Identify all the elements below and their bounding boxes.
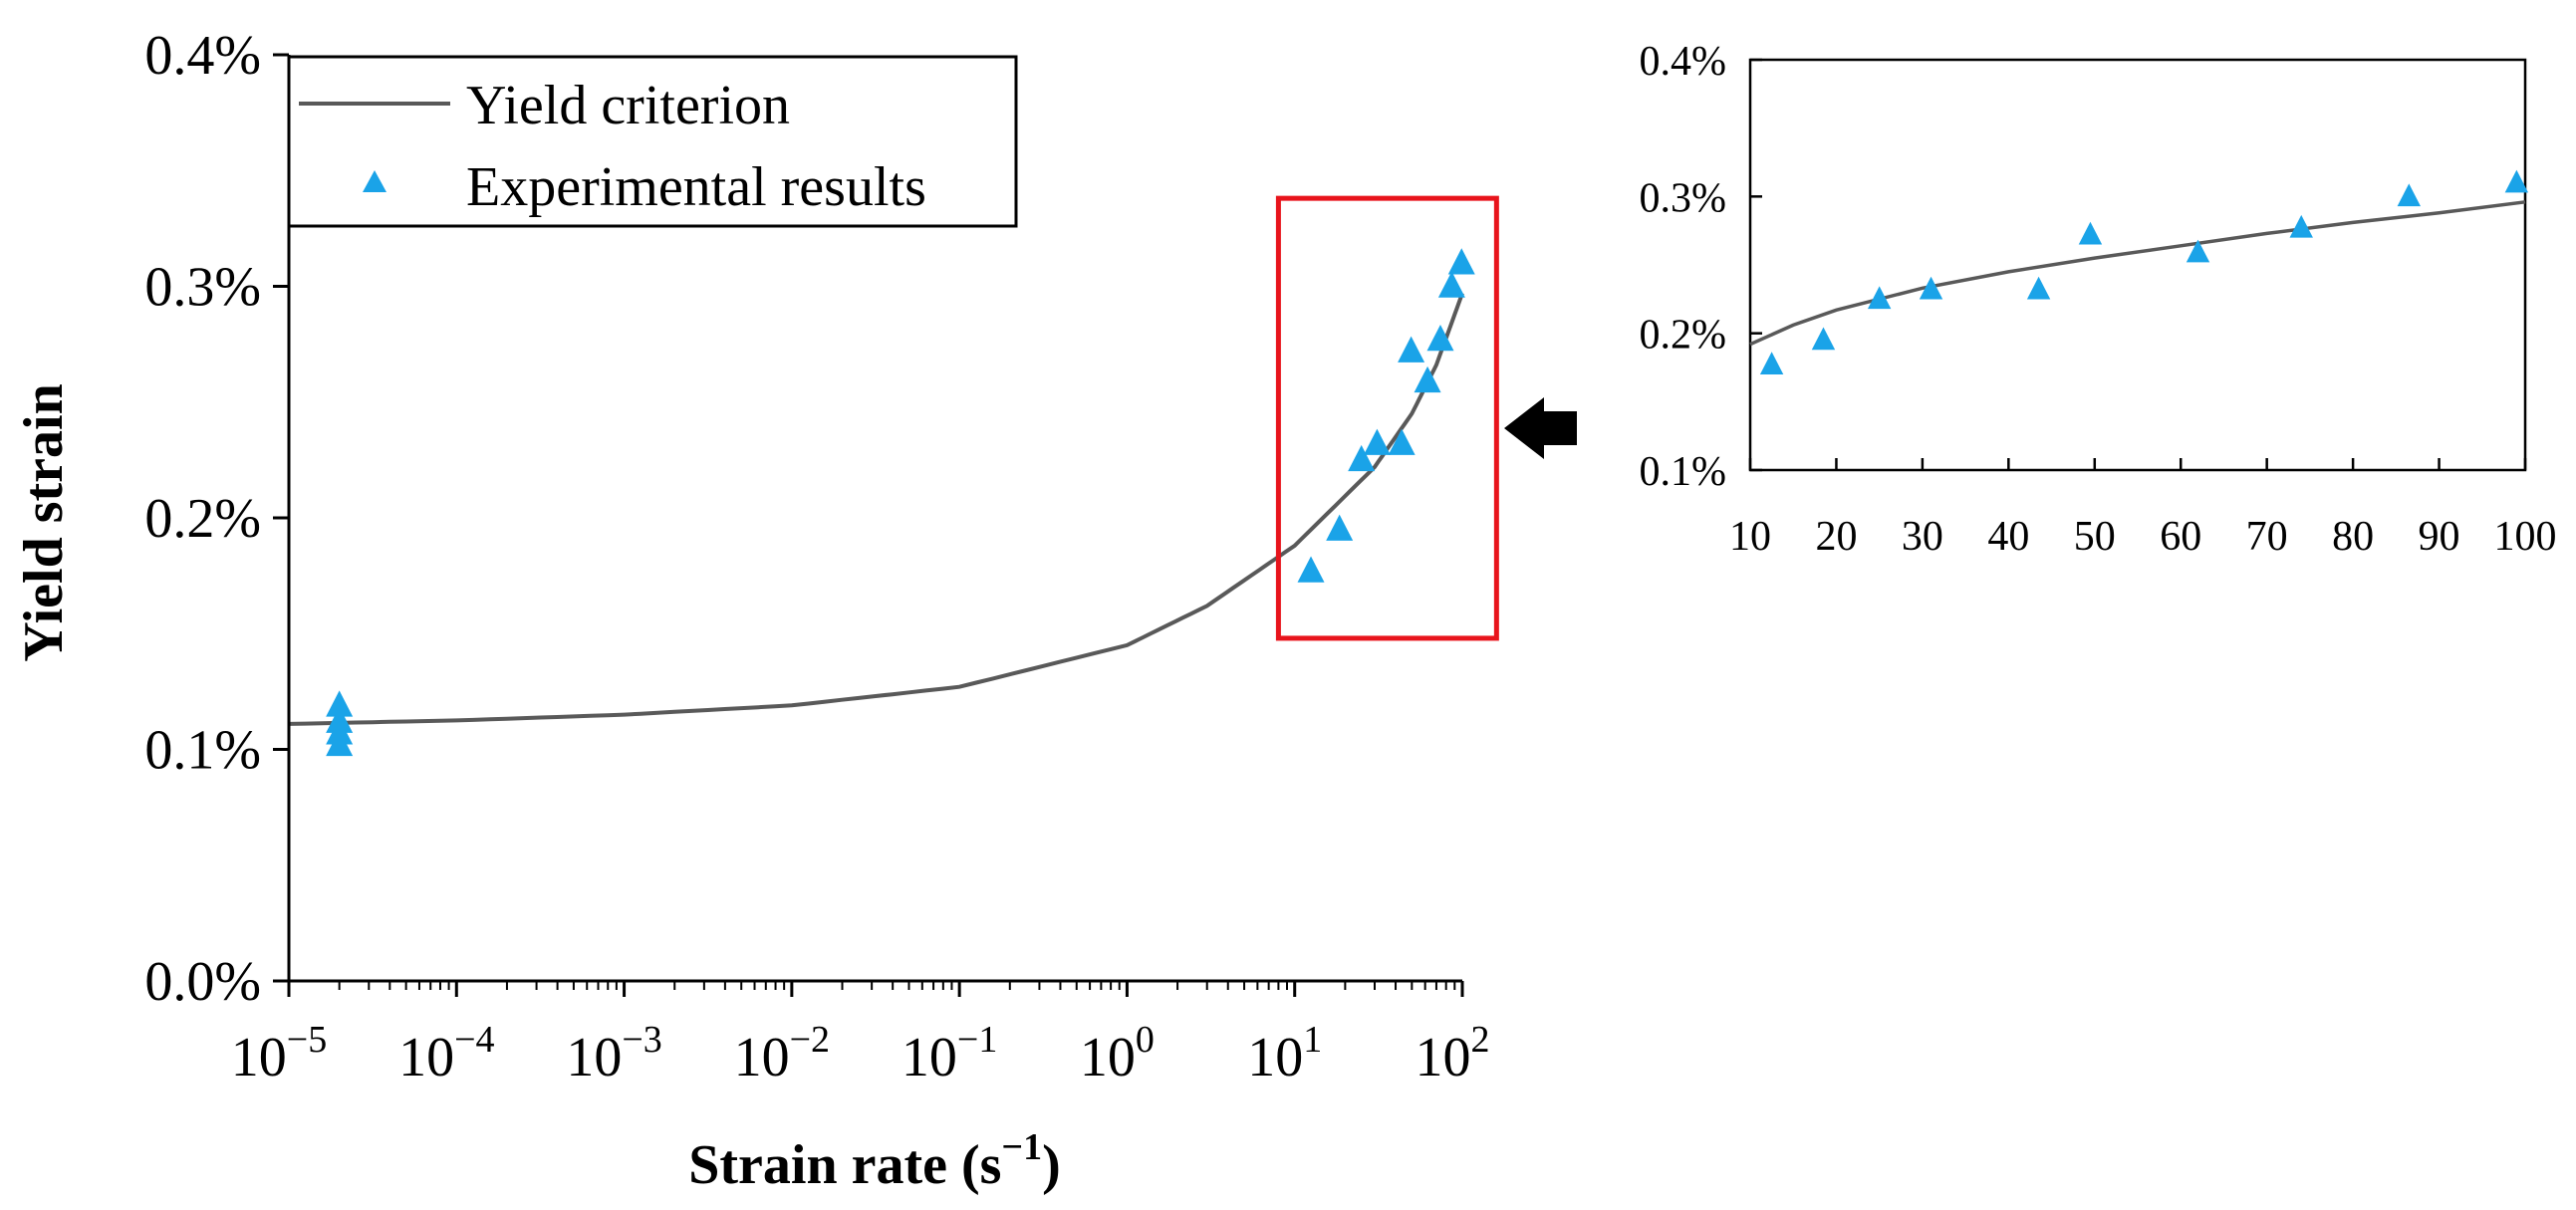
- main-xtick-label: 10−1: [902, 1019, 997, 1089]
- main-chart: 0.0%0.1%0.2%0.3%0.4% 10−5 10−4 10−3 10−2 10−…: [13, 25, 1499, 1196]
- inset-xtick-label: 10: [1729, 514, 1771, 560]
- main-xtick-labels: 10−5 10−4 10−3 10−2 10−1 100 101 102: [231, 1019, 1490, 1089]
- main-data-point: [1326, 514, 1354, 541]
- inset-xtick-label: 80: [2332, 514, 2374, 560]
- main-data-point: [1437, 271, 1465, 298]
- main-data-point: [1297, 556, 1325, 583]
- main-yield-criterion-curve: [288, 292, 1464, 726]
- inset-data-point: [2186, 239, 2210, 263]
- legend-box: [287, 55, 1018, 228]
- main-marker-layer: [326, 248, 1475, 757]
- inset-curve-layer: [1749, 200, 2526, 347]
- main-data-point: [326, 706, 354, 733]
- legend-item-yield-criterion: Yield criterion: [466, 75, 790, 136]
- inset-xtick-label: 30: [1902, 514, 1943, 560]
- inset-xtick-label: 40: [1987, 514, 2029, 560]
- main-ytick-label: 0.0%: [144, 951, 261, 1013]
- main-ytick-label: 0.3%: [144, 257, 261, 319]
- inset-xtick-label: 100: [2494, 514, 2557, 560]
- main-xtick-label: 102: [1416, 1019, 1490, 1089]
- main-data-point: [1348, 444, 1376, 472]
- main-data-point: [1426, 324, 1454, 352]
- main-ytick-label: 0.4%: [144, 25, 261, 87]
- main-ytick-label: 0.2%: [144, 488, 261, 550]
- inset-data-point: [2397, 183, 2421, 207]
- inset-data-point: [1811, 327, 1836, 351]
- inset-data-point: [1867, 286, 1892, 310]
- inset-xtick-label: 50: [2074, 514, 2116, 560]
- zoom-region-highlight: [1275, 195, 1499, 641]
- legend: Yield criterion Experimental results: [287, 55, 1018, 228]
- main-ytick-label: 0.1%: [144, 720, 261, 782]
- main-curve-layer: [288, 292, 1464, 726]
- inset-data-point: [1919, 276, 1943, 300]
- main-data-point: [1398, 336, 1425, 363]
- legend-marker-swatch: [363, 170, 386, 192]
- inset-chart: 0.1% 0.2% 0.3% 0.4% 10 20 30 40 50 60 70 80 90 100: [1640, 39, 2557, 560]
- inset-data-point: [1759, 352, 1784, 375]
- main-data-point: [1414, 365, 1441, 393]
- inset-marker-layer: [1759, 169, 2529, 375]
- main-xtick-label: 10−5: [231, 1019, 327, 1089]
- main-xtick-label: 101: [1247, 1019, 1322, 1089]
- main-data-point: [1447, 248, 1475, 275]
- inset-ytick-label: 0.3%: [1640, 175, 1727, 221]
- inset-xtick-labels: 10 20 30 40 50 60 70 80 90 100: [1729, 514, 2557, 560]
- inset-ytick-label: 0.2%: [1640, 313, 1727, 359]
- main-x-axis-label: Strain rate (s−1): [688, 1126, 1060, 1196]
- main-data-point: [1388, 428, 1416, 455]
- inset-data-point: [2289, 214, 2313, 238]
- inset-xtick-label: 70: [2246, 514, 2288, 560]
- main-xtick-label: 100: [1080, 1019, 1155, 1089]
- inset-ytick-labels: 0.1% 0.2% 0.3% 0.4%: [1640, 39, 1727, 495]
- main-ytick-labels: 0.0% 0.1% 0.2% 0.3% 0.4%: [144, 25, 261, 1013]
- inset-yield-criterion-curve: [1749, 200, 2526, 347]
- main-data-point: [1363, 428, 1391, 455]
- inset-data-point: [2078, 221, 2103, 245]
- main-xtick-label: 10−2: [734, 1019, 830, 1089]
- inset-xtick-label: 90: [2419, 514, 2460, 560]
- main-ticks: [273, 53, 1464, 997]
- main-xtick-label: 10−3: [566, 1019, 661, 1089]
- inset-ytick-label: 0.1%: [1640, 449, 1727, 495]
- inset-ytick-label: 0.4%: [1640, 39, 1727, 85]
- inset-plot-frame: [1748, 58, 2527, 472]
- inset-xtick-label: 20: [1815, 514, 1857, 560]
- inset-pointer-arrow: [1504, 397, 1577, 459]
- main-xtick-label: 10−4: [398, 1019, 494, 1089]
- inset-ticks: [1748, 58, 2527, 472]
- inset-data-point: [2504, 169, 2529, 193]
- main-y-axis-label: Yield strain: [13, 383, 75, 661]
- inset-xtick-label: 60: [2160, 514, 2201, 560]
- legend-item-experimental-results: Experimental results: [466, 156, 926, 218]
- inset-data-point: [2026, 276, 2051, 300]
- main-data-point: [326, 690, 354, 717]
